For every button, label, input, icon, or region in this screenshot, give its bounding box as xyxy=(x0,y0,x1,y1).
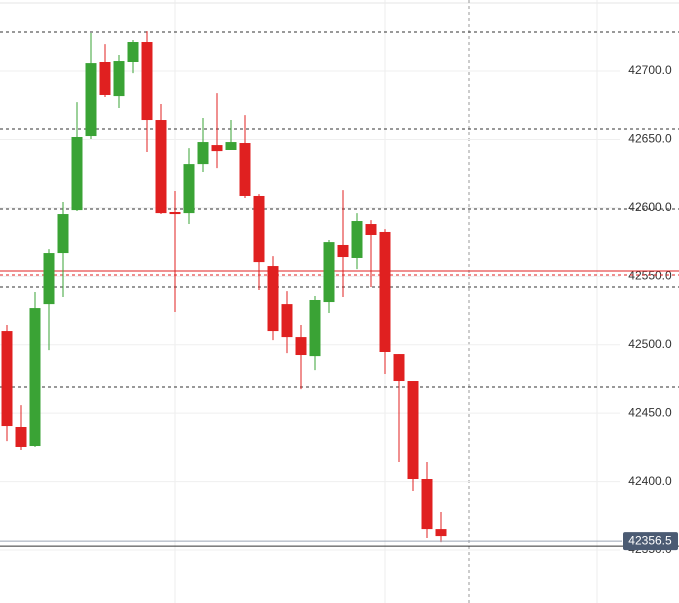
candle-body xyxy=(421,479,433,530)
candle-body xyxy=(113,61,125,97)
price-tag xyxy=(623,532,678,551)
candle-body xyxy=(365,224,377,235)
candle-body xyxy=(29,308,41,447)
candle-body xyxy=(407,381,419,480)
candle-body xyxy=(15,426,27,447)
y-tick-label: 42400.0 xyxy=(628,474,672,488)
y-tick-label: 42700.0 xyxy=(628,63,672,77)
y-tick-label: 42650.0 xyxy=(628,132,672,146)
candle-body xyxy=(253,195,265,263)
candle-body xyxy=(1,331,13,427)
candle-body xyxy=(295,337,307,356)
candle-body xyxy=(57,214,69,254)
candle-body xyxy=(337,244,349,258)
y-tick-label: 42450.0 xyxy=(628,405,672,419)
candle-body xyxy=(323,242,335,303)
y-tick-label: 42600.0 xyxy=(628,200,672,214)
candle-body xyxy=(169,211,181,215)
candle-body xyxy=(225,142,237,150)
candle-body xyxy=(211,145,223,152)
candle-body xyxy=(351,221,363,258)
candle-body xyxy=(71,136,83,211)
y-tick-label: 42500.0 xyxy=(628,337,672,351)
candle-body xyxy=(155,120,167,214)
candle-body xyxy=(393,354,405,382)
candle-body xyxy=(309,299,321,357)
candle-body xyxy=(183,164,195,214)
candle-body xyxy=(43,253,55,305)
candle-body xyxy=(85,63,97,137)
candle-body xyxy=(127,42,139,62)
candle-body xyxy=(379,231,391,353)
candle-body xyxy=(197,142,209,165)
y-tick-label: 42550.0 xyxy=(628,268,672,282)
candle-body xyxy=(239,143,251,196)
candle-body xyxy=(267,266,279,332)
price-tag-label: 42356.5 xyxy=(628,533,672,547)
candle-body xyxy=(141,42,153,121)
candle-body xyxy=(99,61,111,95)
candle-body xyxy=(435,529,447,537)
candle-body xyxy=(281,304,293,338)
